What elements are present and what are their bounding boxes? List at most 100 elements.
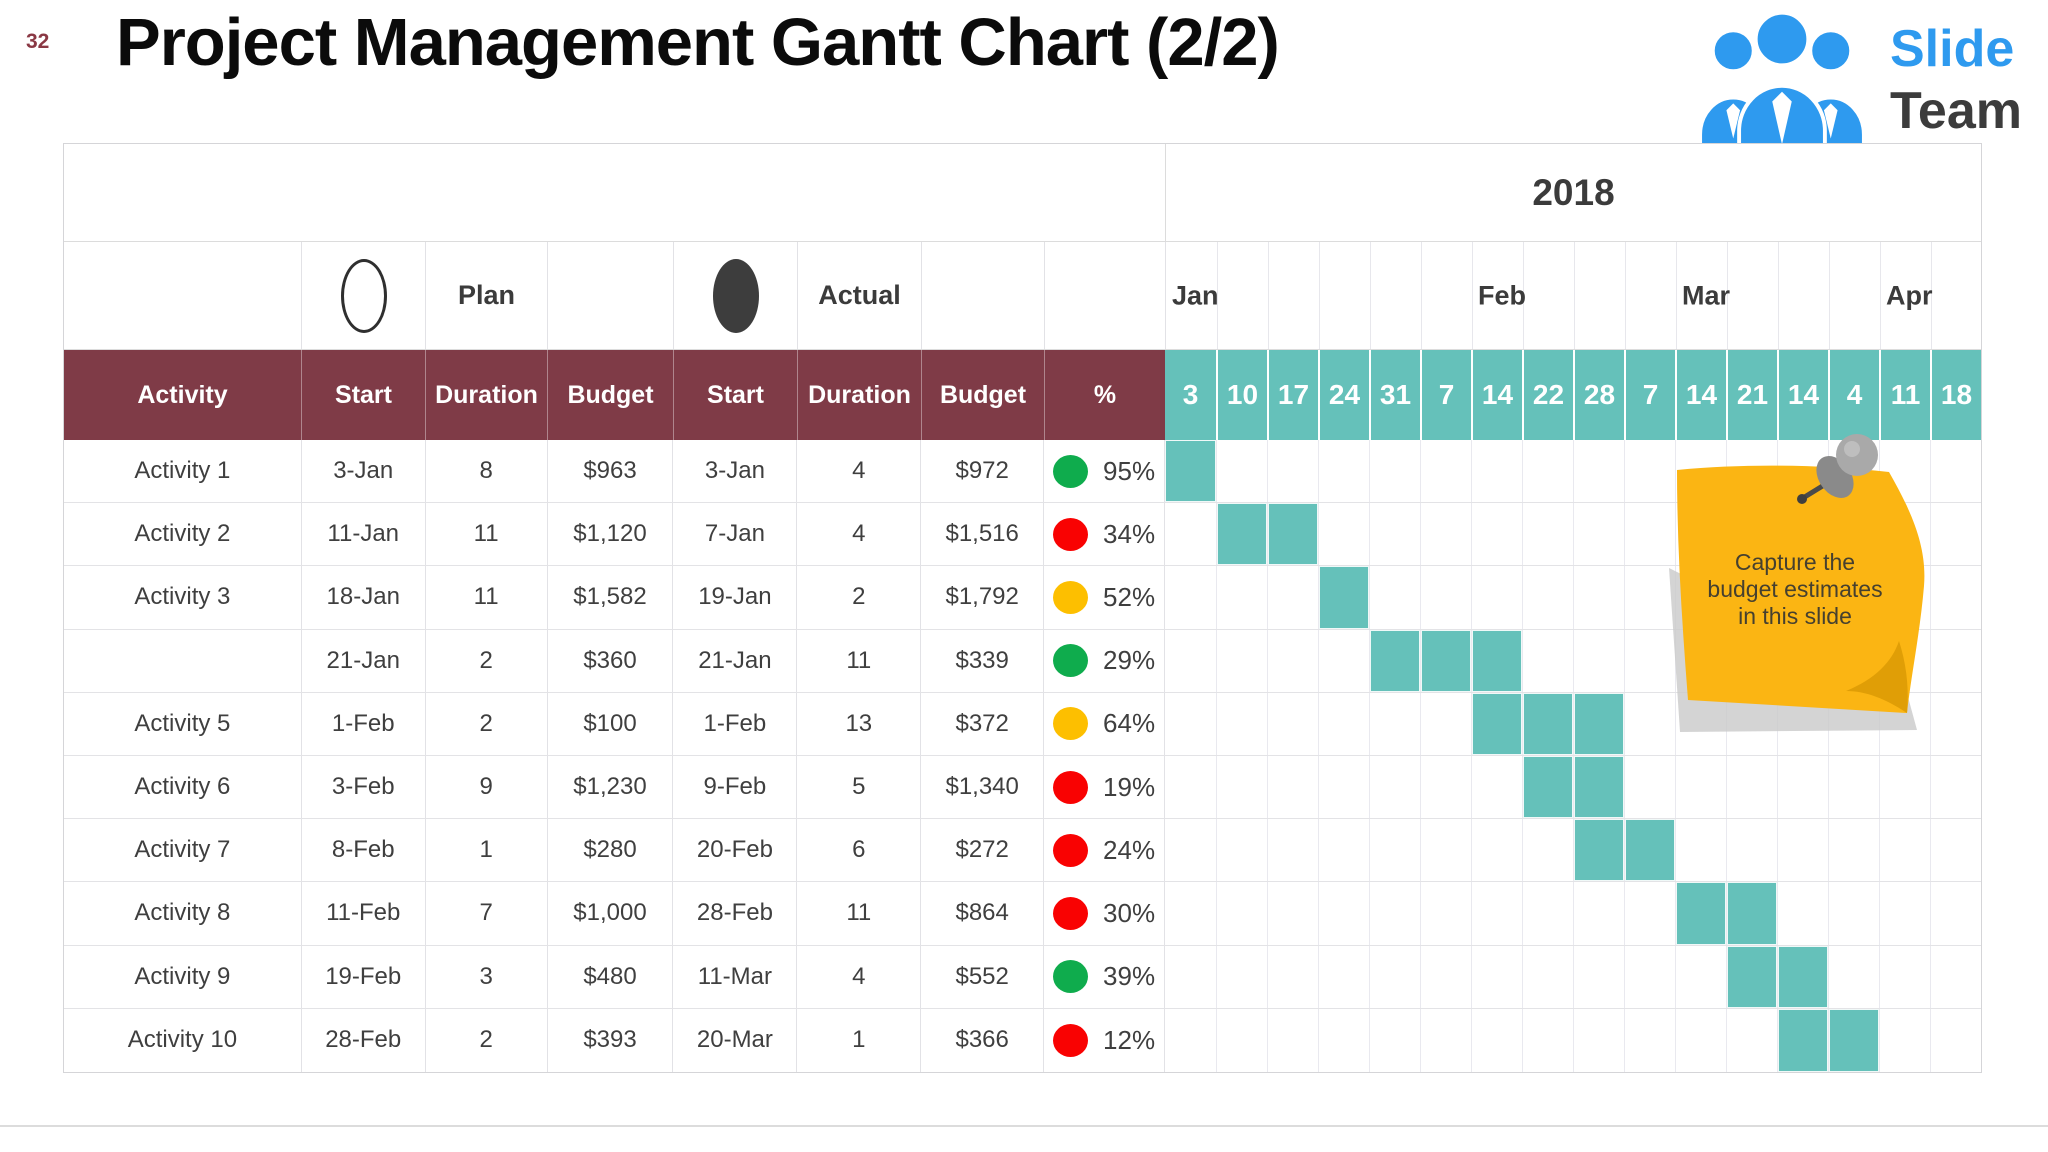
plan-legend-cell	[301, 242, 425, 349]
gantt-cell	[1471, 755, 1522, 819]
status-dot-red	[1053, 833, 1089, 867]
actual-circle-icon	[712, 258, 759, 333]
table-row: Activity 3 18-Jan 11 $1,582 19-Jan 2 $1,792 52%	[64, 566, 1981, 630]
gantt-cell	[1675, 945, 1726, 1008]
gantt-cell	[1522, 882, 1573, 945]
date-header-cell: 17	[1267, 350, 1318, 440]
gantt-cell	[1522, 566, 1573, 629]
plan-budget-cell: $393	[546, 1008, 673, 1072]
gantt-bar-cell	[1369, 629, 1421, 692]
header-cell-duration: Duration	[797, 350, 921, 440]
actual-start-cell: 7-Jan	[672, 503, 796, 566]
month-gridline	[1319, 242, 1320, 349]
gantt-cell	[1930, 755, 1981, 819]
gantt-cell	[1828, 945, 1879, 1008]
month-gridline	[1268, 242, 1269, 349]
percent-cell: 12%	[1043, 1008, 1164, 1072]
activity-cell: Activity 6	[134, 773, 231, 801]
plan-duration-cell: 9	[424, 755, 547, 819]
actual-duration-cell: 6	[796, 819, 920, 882]
gantt-cell	[1930, 882, 1981, 945]
plan-start-cell: 3-Feb	[300, 755, 425, 819]
gantt-cell	[1522, 945, 1573, 1008]
gantt-bar-cell	[1471, 629, 1523, 692]
activity-cell: Activity 5	[134, 709, 231, 737]
plan-label: Plan	[457, 280, 516, 310]
gantt-bar-cell	[1420, 629, 1472, 692]
month-gridline	[1727, 242, 1728, 349]
gantt-cell	[1369, 755, 1420, 819]
gantt-cell	[1369, 503, 1420, 566]
header-cell-budget: Budget	[921, 350, 1044, 440]
percent-cell: 39%	[1043, 945, 1164, 1008]
percent-value: 19%	[1103, 771, 1156, 802]
note-text: Capture the budget estimates in this slide	[1700, 549, 1890, 630]
gantt-cell	[1828, 755, 1879, 819]
gantt-cell	[1267, 692, 1318, 755]
column-headers: Activity Start Duration Budget Start Duration…	[64, 350, 1165, 440]
actual-duration-cell: 13	[796, 692, 920, 755]
percent-wrap: 24%	[1044, 833, 1164, 867]
plan-budget-cell: $280	[546, 819, 673, 882]
gantt-cell	[1471, 945, 1522, 1008]
gantt-cell	[1471, 566, 1522, 629]
actual-duration-cell: 4	[796, 945, 920, 1008]
actual-budget-cell: $1,792	[920, 566, 1043, 629]
percent-wrap: 52%	[1044, 580, 1164, 614]
page-title: Project Management Gantt Chart (2/2)	[116, 5, 1280, 80]
month-gridline	[1880, 242, 1881, 349]
month-gridline	[1574, 242, 1575, 349]
plan-legend-label-cell: Plan	[425, 242, 547, 349]
gantt-cell	[1165, 882, 1216, 944]
percent-cell: 64%	[1043, 692, 1164, 755]
table-row: Activity 2 11-Jan 11 $1,120 7-Jan 4 $1,516 34%	[64, 503, 1981, 567]
gantt-cell	[1624, 755, 1675, 819]
gantt-cell	[1930, 1008, 1981, 1072]
gantt-cell	[1369, 819, 1420, 882]
gantt-cell	[1318, 1008, 1369, 1072]
month-label: Jan	[1172, 280, 1219, 310]
month-gridline	[1523, 242, 1524, 349]
gantt-cell	[1675, 1008, 1726, 1072]
gantt-bar-cell	[1828, 1008, 1880, 1072]
actual-budget-cell: $339	[920, 629, 1043, 692]
gantt-cell	[1573, 629, 1624, 692]
gantt-cell	[1522, 440, 1573, 503]
gantt-cell	[1369, 440, 1420, 503]
gantt-cell	[1573, 440, 1624, 503]
gantt-cell	[1930, 819, 1981, 882]
gantt-cell	[1267, 629, 1318, 692]
legend-spacer	[64, 242, 301, 349]
gantt-row	[1164, 819, 1981, 882]
gantt-bar-cell	[1777, 945, 1829, 1008]
plan-budget-cell: $1,000	[546, 882, 673, 945]
slideteam-logo: Slide Team	[1686, 2, 2022, 163]
header-cell-: %	[1044, 350, 1165, 440]
month-gridline	[1217, 242, 1218, 349]
gantt-cell	[1471, 819, 1522, 882]
gantt-cell	[1675, 440, 1726, 503]
gantt-cell	[1777, 882, 1828, 945]
gantt-cell	[1624, 503, 1675, 566]
actual-duration-cell: 11	[796, 882, 920, 945]
gantt-cell	[1471, 1008, 1522, 1072]
percent-wrap: 34%	[1044, 517, 1164, 551]
gantt-cell	[1216, 1008, 1267, 1072]
percent-cell: 95%	[1043, 440, 1164, 503]
gantt-cell	[1420, 819, 1471, 882]
gantt-cell	[1624, 882, 1675, 945]
actual-duration-cell: 11	[796, 629, 920, 692]
month-gridline	[1625, 242, 1626, 349]
gantt-cell	[1777, 819, 1828, 882]
gantt-bar-cell	[1165, 440, 1217, 503]
gantt-cell	[1879, 819, 1930, 882]
note-text-line: in this slide	[1738, 603, 1852, 629]
gantt-cell	[1267, 882, 1318, 945]
actual-budget-cell: $1,516	[920, 503, 1043, 566]
date-header-cell: 3	[1165, 350, 1216, 440]
gantt-cell	[1930, 503, 1981, 566]
gantt-bar-cell	[1318, 566, 1370, 629]
plan-circle-icon	[340, 258, 387, 333]
gantt-cell	[1369, 945, 1420, 1008]
percent-cell: 34%	[1043, 503, 1164, 566]
